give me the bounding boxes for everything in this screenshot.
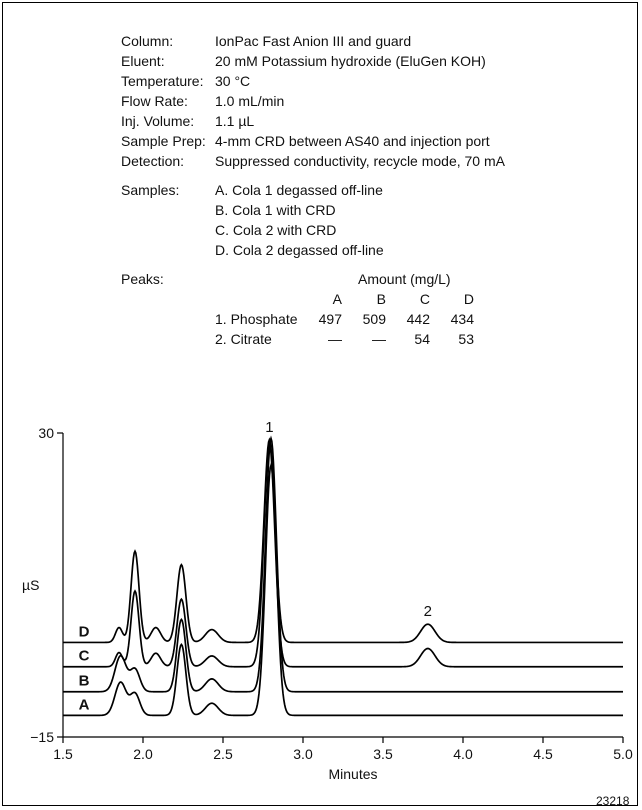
figure-number: 23218 [596, 794, 630, 808]
samples-label: Samples: [121, 182, 180, 198]
trace-label: C [79, 648, 90, 665]
peak-number-label: 1 [265, 419, 273, 436]
y-tick-label: 30 [38, 425, 54, 441]
condition-value: Suppressed conductivity, recycle mode, 7… [215, 153, 505, 169]
condition-value: 4-mm CRD between AS40 and injection port [215, 133, 490, 149]
condition-label: Inj. Volume: [121, 113, 195, 129]
amount-header: Amount (mg/L) [358, 271, 451, 287]
column-header: B [376, 291, 386, 307]
trace-label: B [79, 673, 90, 690]
amount-cell: 442 [406, 311, 430, 327]
x-tick-label: 3.0 [293, 746, 313, 762]
x-tick-label: 5.0 [613, 746, 633, 762]
sample-item: C. Cola 2 with CRD [215, 222, 337, 238]
amount-cell: — [372, 331, 386, 347]
plot-annotations: 12 [265, 419, 432, 620]
x-tick-label: 2.0 [133, 746, 153, 762]
x-tick-label: 4.5 [533, 746, 553, 762]
amount-cell: 509 [362, 311, 386, 327]
peaks-label: Peaks: [121, 271, 164, 287]
peak-name: 1. Phosphate [215, 311, 298, 327]
x-tick-label: 1.5 [53, 746, 73, 762]
condition-label: Detection: [121, 153, 185, 169]
condition-label: Eluent: [121, 53, 165, 69]
x-tick-label: 2.5 [213, 746, 233, 762]
condition-label: Temperature: [121, 73, 204, 89]
condition-value: 20 mM Potassium hydroxide (EluGen KOH) [215, 53, 486, 69]
condition-value: 30 °C [215, 73, 251, 89]
condition-value: 1.1 µL [215, 113, 255, 129]
amount-cell: 54 [414, 331, 430, 347]
trace-d [63, 437, 623, 644]
y-axis-label: µS [22, 577, 39, 593]
amount-cell: — [328, 331, 342, 347]
peak-number-label: 2 [424, 603, 432, 620]
condition-label: Column: [121, 33, 174, 49]
column-header: C [419, 291, 430, 307]
trace-a [63, 462, 623, 717]
sample-item: B. Cola 1 with CRD [215, 202, 336, 218]
trace-b [63, 435, 623, 693]
peak-name: 2. Citrate [215, 331, 272, 347]
condition-label: Flow Rate: [121, 93, 188, 109]
x-axis-label: Minutes [328, 766, 377, 782]
amount-cell: 497 [318, 311, 342, 327]
condition-value: 1.0 mL/min [215, 93, 285, 109]
x-tick-label: 3.5 [373, 746, 393, 762]
column-header: A [332, 291, 342, 307]
plot-axes: 1.5 2.0 2.5 3.0 3.5 4.0 4.5 5.0 30 −15 Minutes µS [22, 425, 633, 782]
sample-item: A. Cola 1 degassed off-line [215, 182, 383, 198]
x-tick-label: 4.0 [453, 746, 473, 762]
y-tick-label: −15 [30, 729, 54, 745]
trace-label: A [79, 696, 90, 713]
condition-value: IonPac Fast Anion III and guard [215, 33, 412, 49]
trace-c [63, 441, 623, 668]
trace-label: D [79, 623, 90, 640]
condition-label: Sample Prep: [121, 133, 206, 149]
amount-cell: 434 [450, 311, 474, 327]
column-header: D [463, 291, 474, 307]
sample-item: D. Cola 2 degassed off-line [215, 242, 384, 258]
amount-cell: 53 [458, 331, 474, 347]
